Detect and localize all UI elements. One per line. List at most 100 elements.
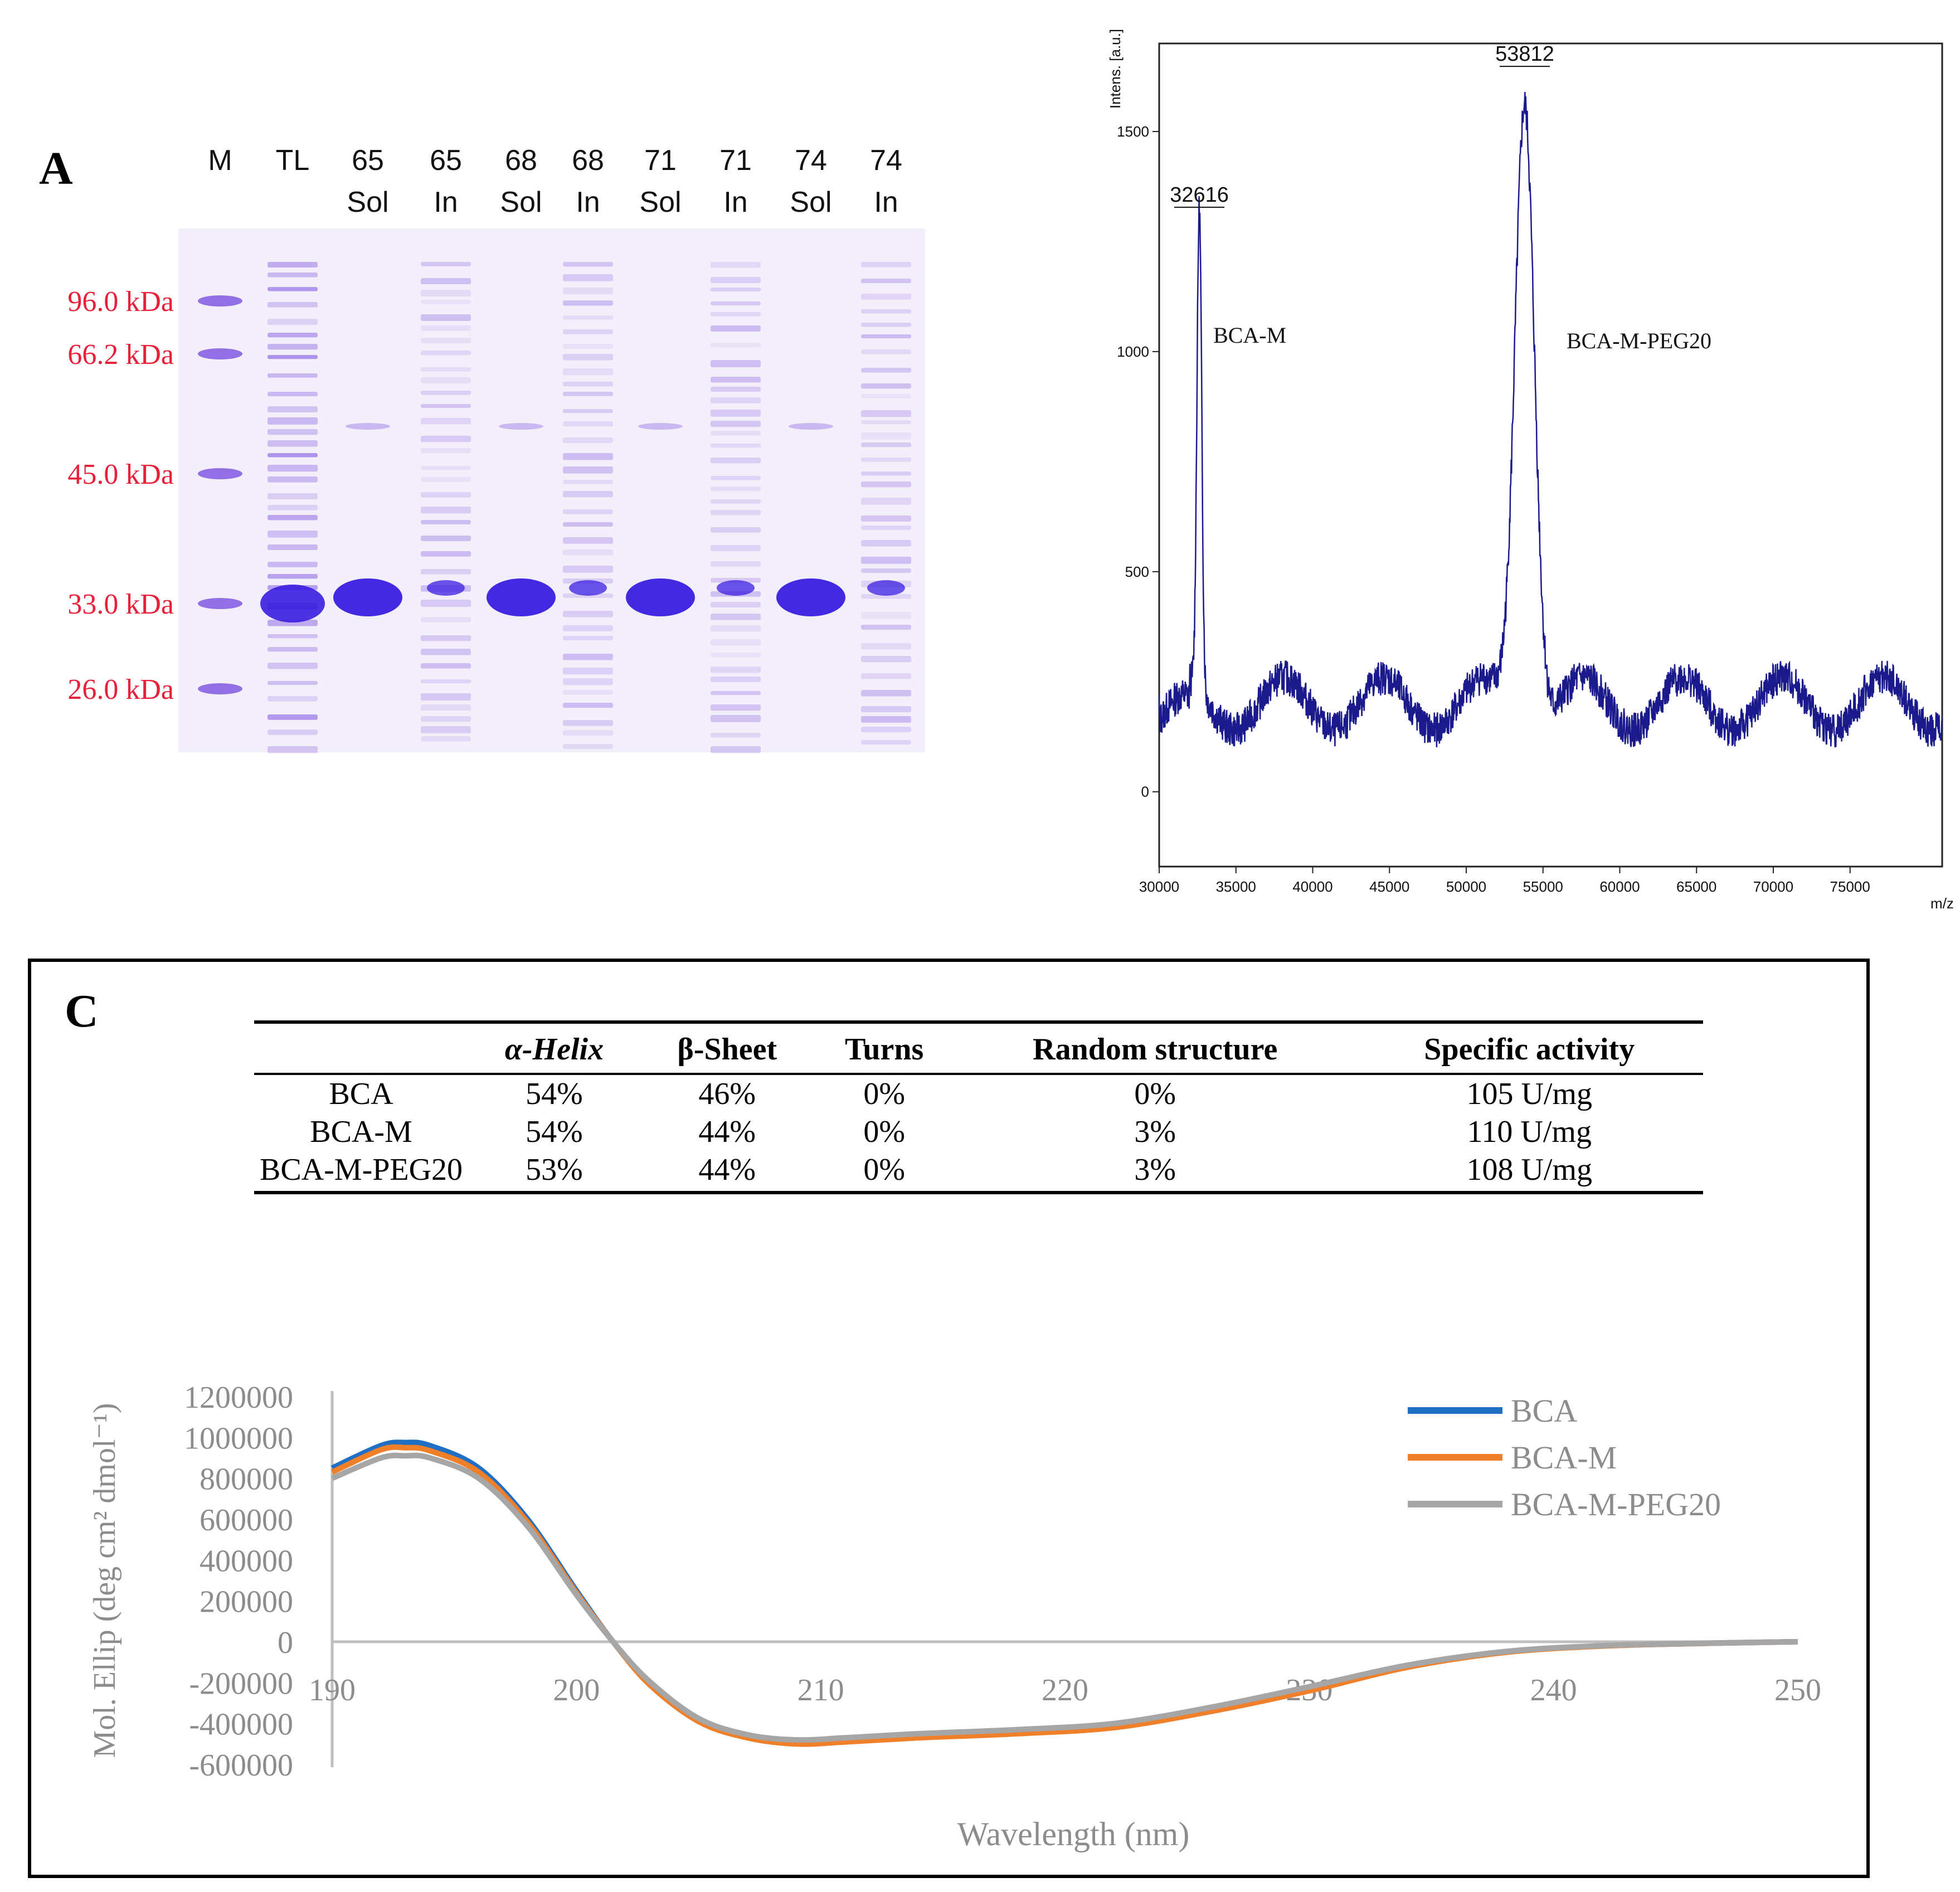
x-tick-label: 40000 bbox=[1292, 878, 1332, 895]
protein-band bbox=[861, 690, 911, 697]
protein-band bbox=[421, 377, 471, 383]
protein-band bbox=[268, 440, 318, 447]
protein-band bbox=[268, 746, 318, 753]
protein-band bbox=[268, 319, 318, 325]
protein-band bbox=[421, 436, 471, 442]
y-tick-label: 1000 bbox=[1117, 343, 1149, 360]
protein-band bbox=[421, 617, 471, 622]
protein-band bbox=[861, 420, 911, 425]
protein-band bbox=[268, 287, 318, 291]
x-tick-label: 70000 bbox=[1753, 878, 1793, 895]
secondary-structure-table: α-Helix β-Sheet Turns Random structure S… bbox=[254, 1020, 1703, 1194]
protein-band bbox=[268, 634, 318, 639]
protein-band bbox=[861, 526, 911, 530]
lane-label-top: 74 bbox=[795, 144, 827, 177]
y-axis-title: Intens. [a.u.] bbox=[1107, 29, 1124, 109]
protein-band bbox=[421, 551, 471, 557]
table-row: BCA-M 54% 44% 0% 3% 110 U/mg bbox=[254, 1113, 1703, 1151]
protein-band bbox=[861, 481, 911, 488]
lane-label-bottom: Sol bbox=[790, 186, 831, 218]
protein-band bbox=[861, 612, 911, 619]
y-tick-label: 400000 bbox=[200, 1544, 293, 1578]
marker-band bbox=[198, 683, 242, 694]
x-tick-label: 200 bbox=[553, 1673, 600, 1708]
y-tick-label: 1500 bbox=[1117, 123, 1149, 140]
protein-band bbox=[563, 537, 613, 544]
marker-band bbox=[198, 468, 242, 479]
lane-label-top: 71 bbox=[719, 144, 752, 177]
protein-band bbox=[861, 383, 911, 389]
y-tick-label: 600000 bbox=[200, 1503, 293, 1538]
protein-band bbox=[563, 274, 613, 281]
protein-band bbox=[268, 574, 318, 579]
gel-background bbox=[178, 228, 925, 752]
protein-band bbox=[861, 706, 911, 713]
protein-band bbox=[711, 639, 761, 646]
protein-band bbox=[861, 334, 911, 339]
protein-band bbox=[421, 466, 471, 470]
protein-band bbox=[268, 476, 318, 483]
protein-band bbox=[563, 315, 613, 320]
protein-band bbox=[711, 667, 761, 673]
protein-band bbox=[268, 696, 318, 702]
protein-band bbox=[711, 733, 761, 738]
header-cell: α-Helix bbox=[468, 1020, 640, 1075]
protein-band bbox=[421, 448, 471, 454]
table-cell: BCA-M-PEG20 bbox=[254, 1151, 469, 1194]
protein-band bbox=[268, 262, 318, 267]
protein-band bbox=[268, 620, 318, 626]
protein-band bbox=[421, 520, 471, 524]
protein-band bbox=[563, 382, 613, 387]
protein-band bbox=[563, 690, 613, 695]
protein-band bbox=[421, 300, 471, 304]
x-tick-label: 210 bbox=[797, 1673, 844, 1708]
protein-band bbox=[421, 391, 471, 395]
protein-band bbox=[563, 703, 613, 708]
series-line-bca-m-peg20 bbox=[331, 1452, 1798, 1743]
spectrum-line bbox=[1158, 91, 1943, 748]
protein-band bbox=[711, 653, 761, 658]
protein-band bbox=[711, 410, 761, 417]
lane-label-bottom: Sol bbox=[639, 186, 681, 218]
table-row: BCA-M-PEG20 53% 44% 0% 3% 108 U/mg bbox=[254, 1151, 1703, 1194]
protein-band bbox=[421, 600, 471, 607]
protein-band bbox=[711, 277, 761, 283]
protein-band bbox=[861, 394, 911, 398]
protein-band bbox=[421, 679, 471, 684]
x-tick-label: 65000 bbox=[1676, 878, 1716, 895]
protein-band bbox=[563, 730, 613, 736]
protein-band bbox=[861, 368, 911, 373]
protein-band bbox=[563, 409, 613, 414]
y-tick-label: 1200000 bbox=[184, 1380, 293, 1415]
y-tick-label: 500 bbox=[1125, 563, 1149, 580]
protein-band bbox=[421, 290, 471, 296]
protein-band bbox=[861, 568, 911, 573]
protein-band bbox=[499, 423, 543, 430]
protein-band bbox=[563, 522, 613, 527]
protein-band bbox=[268, 714, 318, 720]
y-tick-label: 0 bbox=[278, 1626, 293, 1660]
protein-band bbox=[268, 647, 318, 652]
protein-band bbox=[711, 387, 761, 392]
protein-band bbox=[711, 476, 761, 480]
protein-band bbox=[711, 458, 761, 464]
protein-band bbox=[711, 527, 761, 533]
panel-a: A M TL 65 65 68 68 71 71 74 74 Sol In Sol In Sol In Sol… bbox=[0, 0, 947, 780]
lane-label-bottom: In bbox=[874, 186, 898, 218]
protein-band bbox=[421, 325, 471, 331]
main-band bbox=[427, 580, 465, 596]
protein-band bbox=[711, 487, 761, 491]
table-cell: 0% bbox=[863, 1115, 906, 1149]
protein-band bbox=[268, 729, 318, 735]
protein-band bbox=[861, 471, 911, 476]
protein-band bbox=[421, 404, 471, 408]
main-band bbox=[333, 578, 402, 616]
lane-label-top: 68 bbox=[572, 144, 604, 177]
protein-band bbox=[563, 491, 613, 498]
protein-band bbox=[711, 746, 761, 753]
table-cell: 3% bbox=[1134, 1115, 1176, 1149]
protein-band bbox=[563, 453, 613, 460]
table-header-row: α-Helix β-Sheet Turns Random structure S… bbox=[254, 1020, 1703, 1075]
x-tick-label: 35000 bbox=[1216, 878, 1256, 895]
protein-band bbox=[711, 602, 761, 607]
